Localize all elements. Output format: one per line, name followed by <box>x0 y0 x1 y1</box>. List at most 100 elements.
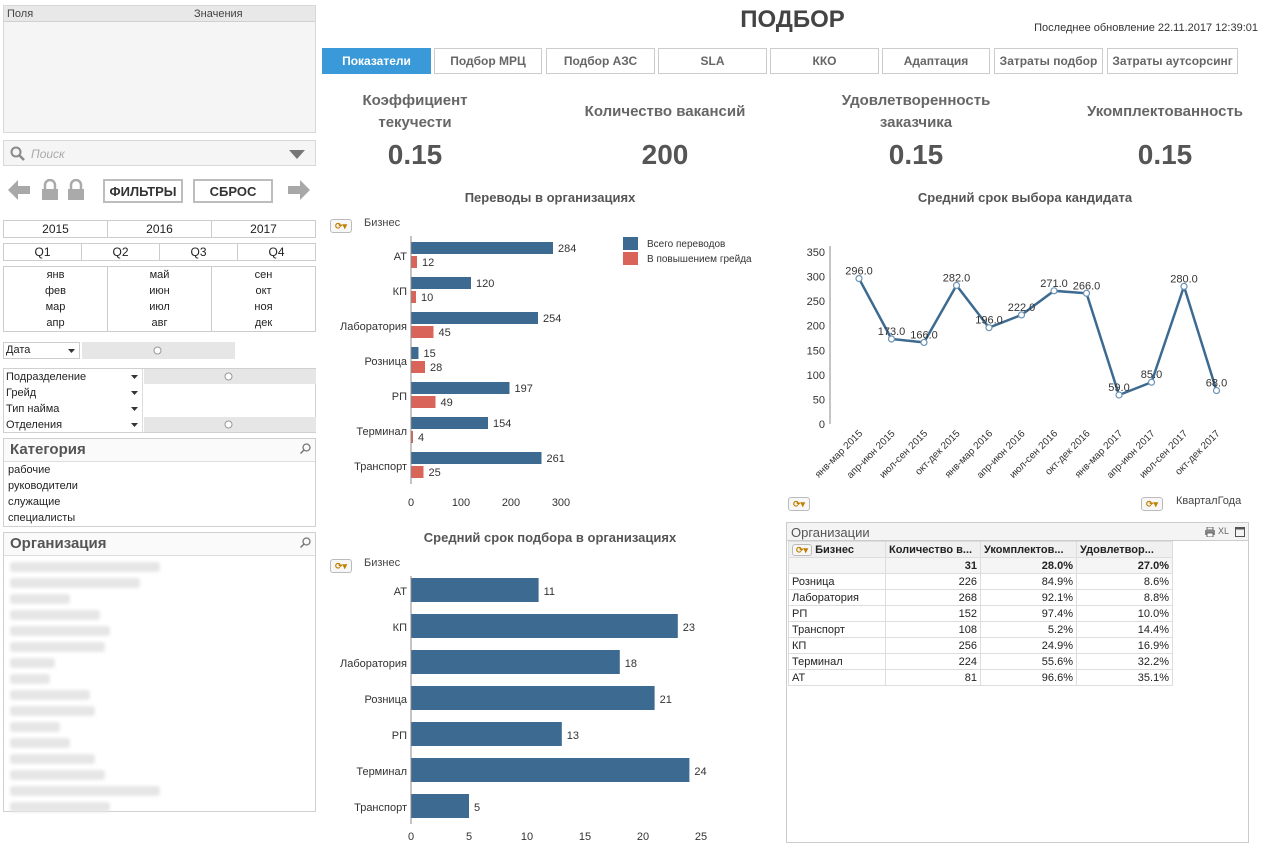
data-label: 197 <box>515 383 533 395</box>
data-point <box>985 324 993 332</box>
tab-mrc-hiring[interactable]: Подбор МРЦ <box>434 48 542 74</box>
month-sep[interactable]: сен <box>254 269 273 281</box>
dim-branches-value[interactable] <box>144 417 316 432</box>
table-row[interactable]: Транспорт 108 5.2% 14.4% <box>788 621 1173 638</box>
table-row[interactable]: Лаборатория 268 92.1% 8.8% <box>788 589 1173 606</box>
date-field-label: Дата <box>6 344 31 356</box>
dim-division[interactable]: Подразделение <box>4 369 142 385</box>
tab-gas-station-hiring[interactable]: Подбор АЗС <box>546 48 655 74</box>
quarter-q1[interactable]: Q1 <box>4 244 82 260</box>
search-icon[interactable] <box>300 443 311 454</box>
month-apr[interactable]: апр <box>46 317 65 329</box>
dim-division-value[interactable] <box>144 369 316 384</box>
reset-button[interactable]: СБРОС <box>193 179 273 203</box>
quarter-q4[interactable]: Q4 <box>268 245 285 259</box>
dim-label-quarter: КварталГода <box>1176 495 1242 507</box>
tab-adaptation[interactable]: Адаптация <box>882 48 990 74</box>
category-item[interactable]: специалисты <box>8 512 76 524</box>
table-cell: 16.9% <box>1076 637 1173 654</box>
category-label: АТ <box>394 251 407 263</box>
table-row[interactable]: РП 152 97.4% 10.0% <box>788 605 1173 622</box>
header-satisfaction[interactable]: Удовлетвор... <box>1076 541 1173 558</box>
search-icon[interactable] <box>300 537 311 548</box>
category-item[interactable]: рабочие <box>8 464 51 476</box>
maximize-icon[interactable] <box>1235 527 1245 537</box>
bar <box>411 650 620 674</box>
cycle-group-button[interactable]: ⟳▾ <box>330 216 352 234</box>
month-dec[interactable]: дек <box>254 317 273 329</box>
month-nov[interactable]: ноя <box>254 301 273 313</box>
tab-indicators[interactable]: Показатели <box>322 48 431 74</box>
cycle-group-button[interactable]: ⟳▾ <box>330 556 352 574</box>
year-2017[interactable]: 2017 <box>250 222 277 236</box>
table-cell: 32.2% <box>1076 653 1173 670</box>
date-value-field[interactable] <box>82 342 235 359</box>
header-count[interactable]: Количество в... <box>885 541 981 558</box>
month-feb[interactable]: фев <box>44 285 66 297</box>
quarter-q3[interactable]: Q3 <box>160 244 238 260</box>
category-label: Лаборатория <box>340 658 407 670</box>
search-input[interactable]: Поиск <box>3 140 316 166</box>
category-label: Терминал <box>356 766 407 778</box>
table-cell: 5.2% <box>980 621 1077 638</box>
month-jan[interactable]: янв <box>46 269 65 281</box>
table-cell: 96.6% <box>980 669 1077 686</box>
bar <box>411 686 655 710</box>
legend-swatch <box>623 252 638 265</box>
year-2016[interactable]: 2016 <box>108 221 212 237</box>
category-label: РП <box>392 391 407 403</box>
bar <box>411 431 413 443</box>
kpi-value-satisfaction: 0.15 <box>888 139 944 170</box>
excel-export-icon[interactable]: XL <box>1218 526 1230 536</box>
month-aug[interactable]: авг <box>151 317 168 329</box>
category-listbox: Категория рабочие руководители служащие … <box>3 438 316 527</box>
month-jun[interactable]: июн <box>149 285 170 297</box>
month-mar[interactable]: мар <box>45 301 66 313</box>
category-item[interactable]: служащие <box>8 496 61 508</box>
table-title: Организации <box>791 525 870 540</box>
bar <box>411 452 542 464</box>
quarter-q2[interactable]: Q2 <box>82 244 160 260</box>
cycle-icon[interactable]: ⟳▾ <box>792 543 812 556</box>
category-item[interactable]: руководители <box>8 480 78 492</box>
year-2015[interactable]: 2015 <box>4 221 108 237</box>
category-label: Терминал <box>356 426 407 438</box>
forward-arrow-icon[interactable] <box>288 180 310 200</box>
lock-icon[interactable] <box>40 179 60 201</box>
last-update-text: Последнее обновление 22.11.2017 12:39:01 <box>1034 22 1258 34</box>
date-field[interactable]: Дата <box>3 342 80 359</box>
unlock-icon[interactable] <box>66 179 86 201</box>
data-label: 28 <box>430 362 442 374</box>
cycle-icon: ⟳▾ <box>1141 497 1163 511</box>
bar <box>411 396 436 408</box>
dim-division-label: Подразделение <box>6 371 87 383</box>
header-staffing[interactable]: Укомплектов... <box>980 541 1077 558</box>
table-row[interactable]: КП 256 24.9% 16.9% <box>788 637 1173 654</box>
table-row[interactable]: Розница 226 84.9% 8.6% <box>788 573 1173 590</box>
cycle-group-button[interactable]: ⟳▾ <box>1141 494 1163 512</box>
tab-outsourcing-costs[interactable]: Затраты аутсорсинг <box>1107 48 1238 74</box>
month-may[interactable]: май <box>149 269 170 281</box>
category-label: Розница <box>364 694 407 706</box>
tab-hiring-costs[interactable]: Затраты подбор <box>994 48 1103 74</box>
chevron-down-icon[interactable] <box>289 150 305 160</box>
dim-branches[interactable]: Отделения <box>4 417 142 433</box>
bar <box>411 758 690 782</box>
month-jul[interactable]: июл <box>149 301 170 313</box>
print-icon[interactable] <box>1205 527 1215 537</box>
cycle-group-button[interactable]: ⟳▾ <box>788 494 810 512</box>
tab-sla[interactable]: SLA <box>658 48 767 74</box>
month-oct[interactable]: окт <box>255 285 272 297</box>
tab-kko[interactable]: ККО <box>770 48 879 74</box>
category-label: Розница <box>364 356 407 368</box>
data-label: 25 <box>429 467 441 479</box>
table-row[interactable]: Терминал 224 55.6% 32.2% <box>788 653 1173 670</box>
back-arrow-icon[interactable] <box>8 180 30 200</box>
header-business[interactable]: ⟳▾ Бизнес <box>788 541 886 558</box>
filters-button[interactable]: ФИЛЬТРЫ <box>103 179 183 203</box>
table-cell: 92.1% <box>980 589 1077 606</box>
dim-grade[interactable]: Грейд <box>4 385 142 401</box>
bar <box>411 242 553 254</box>
dim-hire-type[interactable]: Тип найма <box>4 401 142 417</box>
table-row[interactable]: АТ 81 96.6% 35.1% <box>788 669 1173 686</box>
